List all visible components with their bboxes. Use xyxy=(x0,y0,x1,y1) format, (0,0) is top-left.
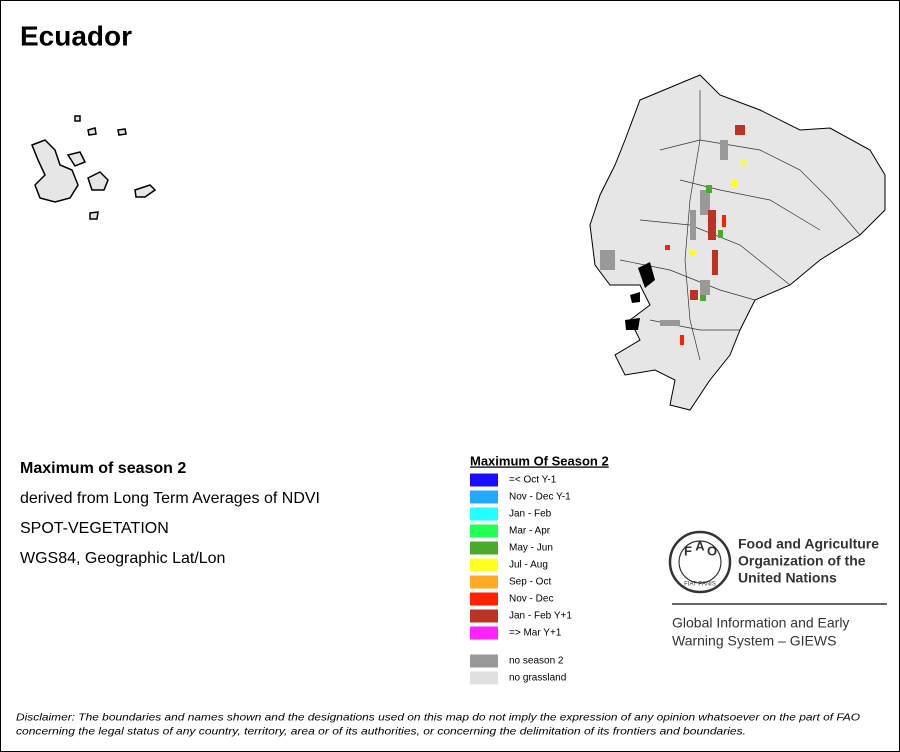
legend-swatch xyxy=(470,654,498,668)
org-line: Organization of the xyxy=(738,553,866,569)
description-line: Maximum of season 2 xyxy=(20,460,186,477)
legend-swatch xyxy=(470,524,498,538)
legend-swatch xyxy=(470,541,498,555)
org-line: Food and Agriculture xyxy=(738,536,879,552)
legend-label: =< Oct Y-1 xyxy=(509,475,557,486)
giews-line: Global Information and Early xyxy=(672,615,849,631)
disclaimer: Disclaimer: The boundaries and names sho… xyxy=(16,713,860,738)
legend-swatch xyxy=(470,626,498,640)
legend: Maximum Of Season 2 =< Oct Y-1 Nov - Dec … xyxy=(470,453,609,685)
legend-label: => Mar Y+1 xyxy=(509,628,562,639)
galapagos xyxy=(31,115,157,220)
emblem-letter: O xyxy=(707,543,717,558)
legend-swatch xyxy=(470,592,498,606)
legend-label: May - Jun xyxy=(509,543,553,554)
legend-label: Sep - Oct xyxy=(509,577,551,588)
legend-swatch xyxy=(470,473,498,487)
giews-name: Global Information and Early Warning Syst… xyxy=(672,615,849,649)
legend-swatch xyxy=(470,671,498,685)
legend-swatch xyxy=(470,507,498,521)
emblem-letter: F xyxy=(684,543,692,558)
legend-swatch xyxy=(470,558,498,572)
legend-label: Nov - Dec xyxy=(509,594,553,605)
description-line: SPOT-VEGETATION xyxy=(20,520,169,537)
description: Maximum of season 2 derived from Long Ter… xyxy=(20,460,320,567)
disclaimer-line: concerning the legal status of any count… xyxy=(16,727,746,738)
legend-label: Nov - Dec Y-1 xyxy=(509,492,571,503)
legend-swatch xyxy=(470,609,498,623)
legend-label: Jul - Aug xyxy=(509,560,548,571)
description-line: WGS84, Geographic Lat/Lon xyxy=(20,550,225,567)
legend-label: Jan - Feb xyxy=(509,509,552,520)
org-line: United Nations xyxy=(738,570,837,586)
legend-swatch xyxy=(470,490,498,504)
mainland xyxy=(589,74,886,411)
legend-label: Mar - Apr xyxy=(509,526,551,537)
description-line: derived from Long Term Averages of NDVI xyxy=(20,490,320,507)
emblem-motto: FIAT PANIS xyxy=(684,582,716,588)
giews-line: Warning System – GIEWS xyxy=(672,633,836,649)
legend-label: Jan - Feb Y+1 xyxy=(509,611,572,622)
legend-title: Maximum Of Season 2 xyxy=(470,453,609,468)
map-title: Ecuador xyxy=(20,20,132,51)
legend-label: no season 2 xyxy=(509,656,564,667)
fao-logo: F A O FIAT PANIS xyxy=(668,530,887,605)
emblem-letter: A xyxy=(695,538,705,553)
legend-label: no grassland xyxy=(509,673,566,684)
legend-swatch xyxy=(470,575,498,589)
disclaimer-line: Disclaimer: The boundaries and names sho… xyxy=(16,713,860,724)
